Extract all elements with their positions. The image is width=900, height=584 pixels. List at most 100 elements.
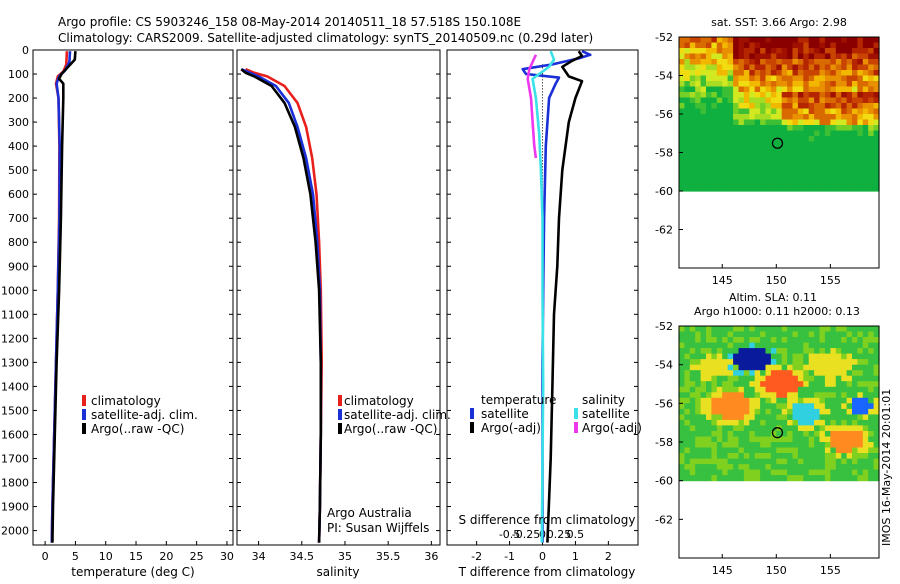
map-cell <box>792 414 799 421</box>
map-cell <box>749 326 756 333</box>
map-cell <box>722 59 729 66</box>
map-cell <box>808 119 815 126</box>
map-cell <box>776 125 783 132</box>
map-cell <box>760 180 767 187</box>
map-cell <box>727 425 734 432</box>
map-cell <box>808 353 815 360</box>
map-cell <box>760 475 767 482</box>
map-cell <box>873 92 880 99</box>
map-cell <box>760 431 767 438</box>
map-cell <box>700 364 707 371</box>
map-cell <box>689 326 696 333</box>
map-cell <box>760 147 767 154</box>
map-cell <box>689 42 696 49</box>
map-cell <box>679 381 685 388</box>
map-cell <box>841 114 848 121</box>
map-cell <box>781 174 788 181</box>
map-cell <box>830 64 837 71</box>
map-cell <box>852 180 858 187</box>
map-cell <box>835 342 842 349</box>
map-cell <box>841 392 848 399</box>
map-cell <box>722 53 729 60</box>
map-cell <box>830 92 837 99</box>
map-cell <box>765 48 772 55</box>
map-cell <box>792 125 799 132</box>
x-tick-label: 34 <box>252 550 266 563</box>
map-cell <box>841 158 848 165</box>
map-cell <box>727 403 734 410</box>
map-cell <box>689 431 696 438</box>
map-cell <box>706 180 712 187</box>
map-cell <box>841 397 848 404</box>
map-cell <box>787 458 794 465</box>
map-cell <box>787 125 794 132</box>
map-cell <box>792 370 799 377</box>
map-cell <box>830 414 837 421</box>
map-cell <box>868 103 875 110</box>
map-cell <box>684 469 691 476</box>
map-cell <box>830 453 837 460</box>
map-cell <box>862 48 869 55</box>
map-cell <box>862 447 869 454</box>
map-cell <box>846 152 853 159</box>
map-cell <box>873 119 880 126</box>
map-cell <box>835 337 842 344</box>
map-cell <box>824 64 831 71</box>
map-cell <box>835 464 842 471</box>
map-cell <box>846 397 853 404</box>
map-cell <box>803 353 810 360</box>
map-cell <box>743 436 750 443</box>
map-cell <box>679 469 685 476</box>
map-cell <box>716 381 723 388</box>
map-cell <box>862 81 869 88</box>
map-cell <box>868 163 875 170</box>
map-cell <box>765 70 772 77</box>
map-cell <box>743 431 750 438</box>
map-cell <box>706 353 712 360</box>
map-cell <box>700 419 707 426</box>
map-cell <box>743 392 750 399</box>
map-cell <box>743 453 750 460</box>
map-x-tick-label: 145 <box>712 564 733 577</box>
map-cell <box>727 86 734 93</box>
map-cell <box>797 375 804 382</box>
map-cell <box>760 37 767 44</box>
map-cell <box>857 342 864 349</box>
map-cell <box>722 108 729 115</box>
map-cell <box>770 108 777 115</box>
map-cell <box>722 48 729 55</box>
map-cell <box>841 103 848 110</box>
map-cell <box>814 331 821 338</box>
map-cell <box>727 375 734 382</box>
map-cell <box>738 370 745 377</box>
map-cell <box>700 414 707 421</box>
map-cell <box>722 70 729 77</box>
map-cell <box>852 408 858 415</box>
map-cell <box>841 163 848 170</box>
map-cell <box>787 163 794 170</box>
map-cell <box>716 163 723 170</box>
map-cell <box>830 125 837 132</box>
map-cell <box>679 348 685 355</box>
map-cell <box>824 114 831 121</box>
map-cell <box>722 37 729 44</box>
map-cell <box>754 414 761 421</box>
map-cell <box>792 75 799 82</box>
map-cell <box>862 353 869 360</box>
imos-timestamp: IMOS 16-May-2014 20:01:01 <box>880 389 893 546</box>
map-cell <box>797 392 804 399</box>
map-cell <box>797 103 804 110</box>
map-cell <box>852 97 858 104</box>
map-cell <box>803 158 810 165</box>
map-cell <box>706 64 712 71</box>
map-cell <box>824 158 831 165</box>
map-cell <box>743 447 750 454</box>
map-cell <box>803 469 810 476</box>
map-cell <box>749 431 756 438</box>
map-cell <box>770 81 777 88</box>
map-cell <box>700 453 707 460</box>
map-cell <box>830 114 837 121</box>
map-cell <box>819 103 826 110</box>
map-cell <box>814 397 821 404</box>
map-cell <box>706 42 712 49</box>
